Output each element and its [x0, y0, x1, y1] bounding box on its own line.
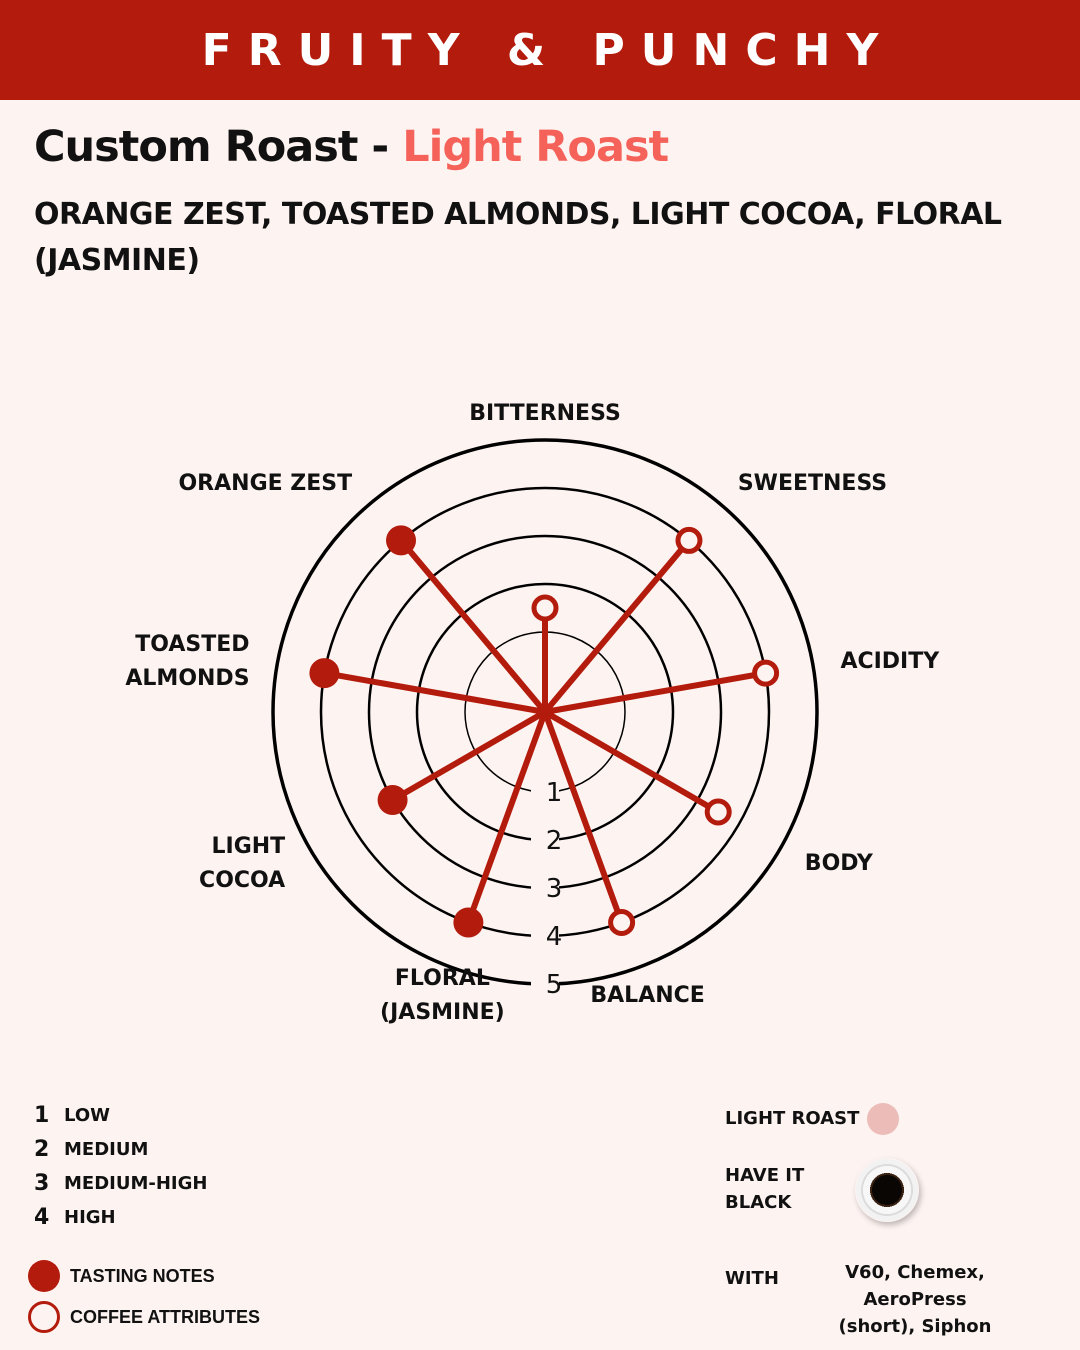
axis-label: COCOA — [199, 868, 285, 893]
tasting-note-marker — [377, 785, 408, 815]
spoke-line — [389, 709, 548, 803]
legend-num: 2 — [34, 1137, 50, 1162]
ring-label-gap — [531, 825, 559, 855]
axis-label: BALANCE — [590, 983, 704, 1008]
legend-tasting-label: TASTING NOTES — [70, 1265, 215, 1286]
legend-label: LOW — [64, 1105, 110, 1126]
axis-label: (JASMINE) — [380, 1000, 505, 1025]
legend-row-medium-high: 3 MEDIUM-HIGH — [34, 1171, 207, 1196]
legend-num: 3 — [34, 1171, 50, 1196]
legend-coffee-attributes: COFFEE ATTRIBUTES — [28, 1301, 260, 1333]
axis-label: BODY — [805, 851, 874, 876]
tasting-note-marker — [453, 907, 484, 938]
legend-label: HIGH — [64, 1207, 116, 1228]
open-circle-icon — [28, 1301, 60, 1333]
have-it-black-label: HAVE IT BLACK — [725, 1162, 804, 1216]
black-line-1: HAVE IT — [725, 1165, 805, 1186]
legend-attribute-label: COFFEE ATTRIBUTES — [70, 1306, 260, 1327]
ring-label: 2 — [546, 826, 563, 856]
attribute-marker — [608, 908, 636, 936]
spoke-line — [542, 537, 692, 715]
spoke-line — [321, 670, 548, 715]
black-line-2: BLACK — [725, 1192, 792, 1213]
page-title: Custom Roast - Light Roast — [34, 122, 669, 172]
legend-tasting-notes: TASTING NOTES — [28, 1260, 215, 1292]
axis-label: ORANGE ZEST — [178, 471, 352, 496]
ring-label: 1 — [546, 778, 563, 808]
methods-line-2: (short), Siphon — [838, 1316, 992, 1337]
spoke-line — [398, 537, 548, 715]
axis-label: LIGHT — [212, 834, 286, 859]
coffee-cup-icon — [855, 1158, 919, 1222]
tasting-note-marker — [309, 658, 340, 689]
brew-methods: V60, Chemex, AeroPress (short), Siphon — [800, 1259, 1030, 1340]
ring-label: 4 — [546, 922, 563, 952]
header-banner: FRUITY & PUNCHY — [0, 0, 1080, 100]
legend-num: 1 — [34, 1103, 50, 1128]
axis-label: SWEETNESS — [738, 471, 887, 496]
radar-chart: 1 2 3 4 5 BITTERNESS SWEETNESS ACIDITY BODY BALAN… — [125, 401, 940, 1025]
ring-label: 5 — [546, 970, 563, 1000]
legend-label: MEDIUM — [64, 1139, 149, 1160]
title-main: Custom Roast - — [34, 122, 403, 172]
ring-label-gap — [531, 969, 559, 999]
attribute-marker — [704, 798, 732, 826]
ring-label: 3 — [546, 874, 563, 904]
ring-label-gap — [531, 873, 559, 903]
ring-label-gap — [531, 921, 559, 951]
axis-label: BITTERNESS — [469, 401, 621, 426]
banner-title: FRUITY & PUNCHY — [201, 24, 895, 76]
axis-label: TOASTED — [135, 632, 249, 657]
spoke-line — [542, 670, 769, 715]
attribute-marker — [675, 526, 703, 554]
spoke-line — [542, 709, 625, 926]
legend-num: 4 — [34, 1205, 50, 1230]
attribute-marker — [531, 594, 559, 622]
axis-label: ALMONDS — [125, 666, 249, 691]
filled-dot-icon — [28, 1260, 60, 1292]
ring-label-gap — [531, 777, 559, 807]
legend-label: MEDIUM-HIGH — [64, 1173, 208, 1194]
tasting-note-marker — [386, 525, 417, 556]
tasting-notes-heading: ORANGE ZEST, TOASTED ALMONDS, LIGHT COCO… — [34, 197, 1002, 278]
roast-label: LIGHT ROAST — [725, 1108, 860, 1129]
title-roast-type: Light Roast — [402, 122, 669, 172]
methods-line-1: V60, Chemex, AeroPress — [845, 1262, 985, 1310]
spoke-line — [465, 709, 548, 926]
attribute-marker — [752, 659, 780, 687]
legend-row-medium: 2 MEDIUM — [34, 1137, 148, 1162]
axis-label: ACIDITY — [840, 649, 940, 674]
legend-row-low: 1 LOW — [34, 1103, 110, 1128]
spoke-line — [542, 709, 722, 815]
axis-label: FLORAL — [395, 966, 490, 991]
light-roast-swatch — [867, 1103, 899, 1135]
legend-row-high: 4 HIGH — [34, 1205, 116, 1230]
with-label: WITH — [725, 1268, 779, 1289]
